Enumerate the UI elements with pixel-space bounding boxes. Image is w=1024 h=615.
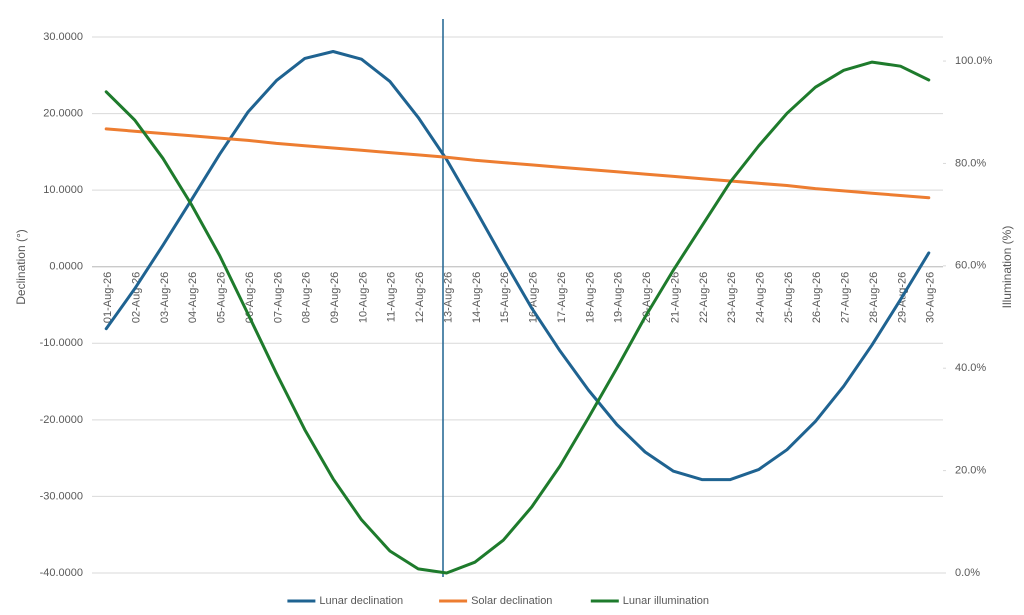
y-tick-label: 20.0000 xyxy=(43,107,83,119)
x-tick-label: 09-Aug-26 xyxy=(329,272,341,323)
legend-label: Solar declination xyxy=(471,595,552,607)
x-tick-label: 12-Aug-26 xyxy=(414,272,426,323)
x-tick-label: 08-Aug-26 xyxy=(301,272,313,323)
x-tick-label: 24-Aug-26 xyxy=(755,272,767,323)
x-tick-label: 28-Aug-26 xyxy=(868,272,880,323)
y2-tick-label: 0.0% xyxy=(955,567,980,579)
legend-label: Lunar illumination xyxy=(623,595,709,607)
x-tick-label: 22-Aug-26 xyxy=(698,272,710,323)
x-tick-label: 21-Aug-26 xyxy=(669,272,681,323)
x-tick-label: 10-Aug-26 xyxy=(357,272,369,323)
x-tick-label: 02-Aug-26 xyxy=(130,272,142,323)
y2-tick-label: 20.0% xyxy=(955,465,986,477)
x-tick-label: 15-Aug-26 xyxy=(499,272,511,323)
y-tick-label: -30.0000 xyxy=(40,490,83,502)
x-tick-label: 30-Aug-26 xyxy=(925,272,937,323)
x-tick-label: 13-Aug-26 xyxy=(442,272,454,323)
x-tick-label: 18-Aug-26 xyxy=(584,272,596,323)
series-line xyxy=(104,50,931,482)
y2-tick-label: 60.0% xyxy=(955,260,986,272)
x-tick-label: 05-Aug-26 xyxy=(216,272,228,323)
y2-axis-title: Illumination (%) xyxy=(1000,226,1014,309)
x-tick-label: 01-Aug-26 xyxy=(102,272,114,323)
x-tick-label: 03-Aug-26 xyxy=(159,272,171,323)
y-tick-label: 10.0000 xyxy=(43,184,83,196)
y-tick-label: 0.0000 xyxy=(49,261,83,273)
y2-tick-label: 80.0% xyxy=(955,157,986,169)
x-tick-label: 14-Aug-26 xyxy=(471,272,483,323)
legend-label: Lunar declination xyxy=(319,595,403,607)
x-tick-label: 04-Aug-26 xyxy=(187,272,199,323)
series-line xyxy=(104,60,931,575)
x-tick-label: 19-Aug-26 xyxy=(613,272,625,323)
y-tick-label: -10.0000 xyxy=(40,337,83,349)
x-tick-label: 16-Aug-26 xyxy=(528,272,540,323)
x-tick-label: 26-Aug-26 xyxy=(811,272,823,323)
x-tick-label: 11-Aug-26 xyxy=(386,272,398,323)
y-tick-label: -40.0000 xyxy=(40,567,83,579)
y-tick-label: -20.0000 xyxy=(40,414,83,426)
x-tick-label: 17-Aug-26 xyxy=(556,272,568,323)
x-tick-label: 23-Aug-26 xyxy=(726,272,738,323)
y2-tick-label: 40.0% xyxy=(955,362,986,374)
x-tick-label: 27-Aug-26 xyxy=(840,272,852,323)
y-axis-title: Declination (°) xyxy=(14,229,28,305)
y2-tick-label: 100.0% xyxy=(955,55,993,67)
series-line xyxy=(104,127,931,200)
y-tick-label: 30.0000 xyxy=(43,31,83,43)
x-tick-label: 25-Aug-26 xyxy=(783,272,795,323)
x-tick-label: 07-Aug-26 xyxy=(272,272,284,323)
